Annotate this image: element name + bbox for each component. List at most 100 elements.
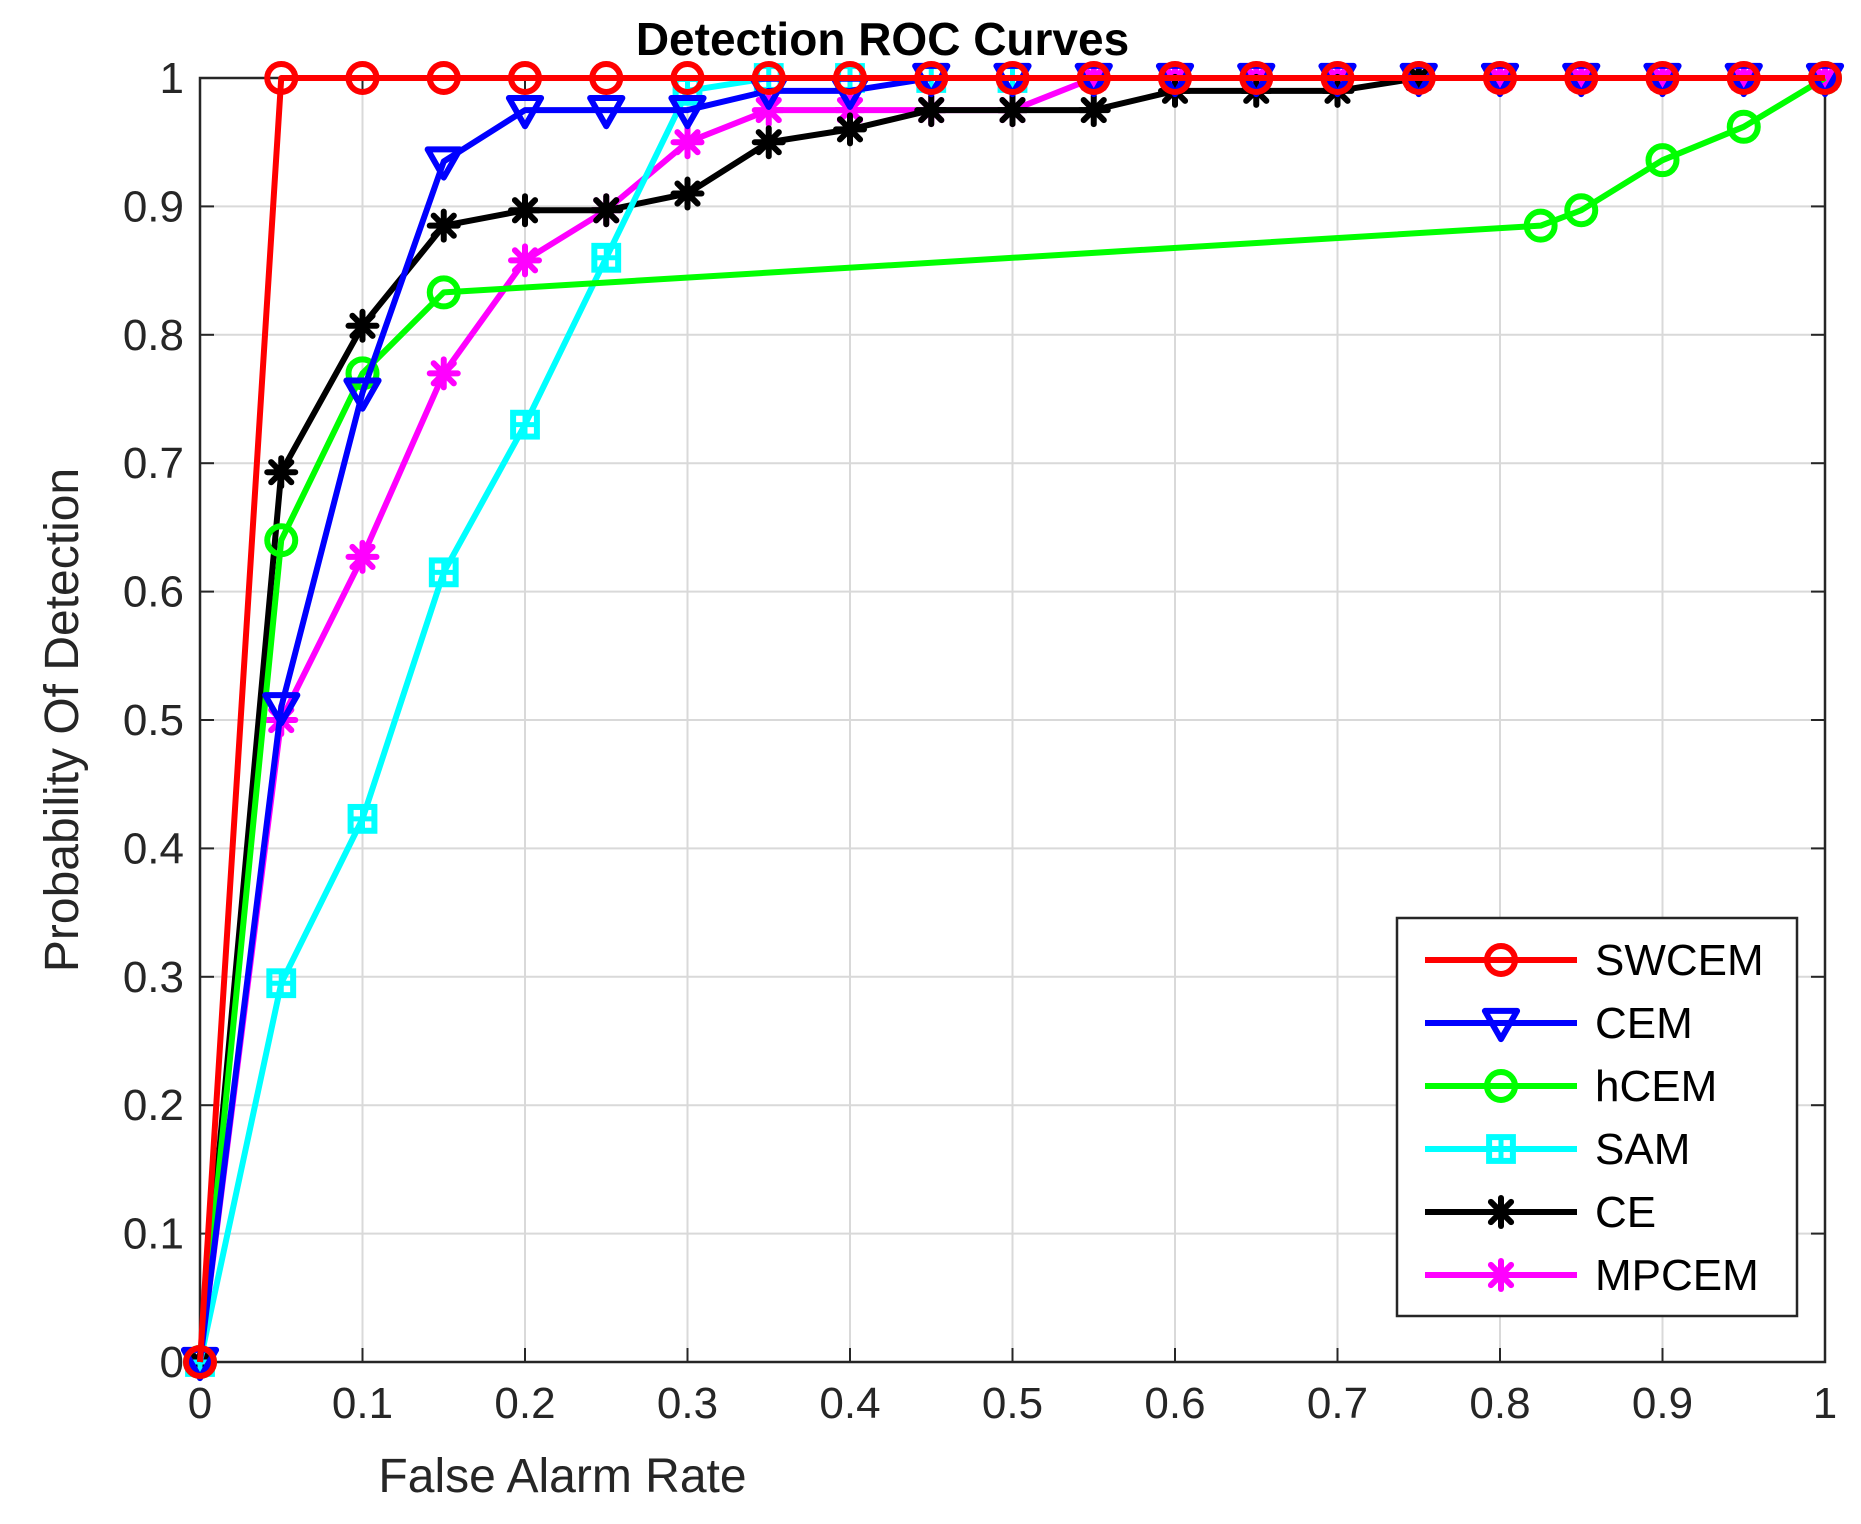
legend-marker-cem — [1481, 1007, 1521, 1043]
legend-item-cem: CEM — [1425, 999, 1693, 1048]
legend-marker-swcem-shape — [1484, 943, 1518, 977]
point-swcem-shape — [345, 61, 380, 95]
point-swcem-shape — [1808, 61, 1842, 95]
point-swcem-shape — [183, 1345, 217, 1379]
point-hcem — [1523, 208, 1558, 243]
point-ce-core — [842, 121, 858, 138]
y-tick-label: 1 — [160, 54, 184, 103]
point-swcem-shape — [1320, 61, 1355, 95]
point-mpcem-core — [517, 252, 533, 269]
legend-item-sam: SAM — [1425, 1125, 1690, 1174]
point-hcem-shape — [1564, 193, 1599, 228]
y-axis-title: Probability Of Detection — [36, 468, 89, 972]
legend-item-swcem: SWCEM — [1425, 936, 1764, 985]
point-swcem-shape — [670, 61, 705, 95]
point-ce-core — [517, 202, 533, 218]
point-sam — [591, 242, 622, 273]
legend-marker-mpcem — [1484, 1258, 1518, 1292]
point-ce-core — [436, 217, 452, 234]
x-tick-label: 0.9 — [1632, 1379, 1693, 1428]
series-line-hcem — [197, 75, 1827, 1363]
legend-item-ce: CE — [1425, 1188, 1656, 1237]
point-ce-core — [598, 202, 614, 218]
point-cem-shape — [668, 95, 707, 130]
point-mpcem — [426, 356, 461, 391]
point-sam — [347, 803, 378, 834]
point-swcem — [1401, 61, 1436, 95]
point-swcem-shape — [1158, 61, 1192, 95]
point-hcem — [1726, 109, 1761, 144]
point-ce-core — [273, 464, 289, 480]
point-hcem-shape — [1726, 109, 1761, 144]
legend-marker-hcem-shape — [1484, 1069, 1518, 1103]
x-tick-label: 0 — [188, 1379, 212, 1428]
point-swcem — [508, 61, 542, 95]
point-mpcem — [670, 125, 705, 160]
point-swcem — [589, 61, 624, 95]
point-cem — [424, 146, 463, 181]
point-cem — [262, 692, 301, 727]
y-tick-label: 0.2 — [123, 1081, 184, 1130]
legend-label-swcem: SWCEM — [1595, 936, 1764, 985]
point-cem-shape — [587, 95, 626, 130]
point-swcem — [1726, 61, 1761, 95]
legend-marker-mpcem-core — [1493, 1267, 1509, 1283]
point-swcem — [1320, 61, 1355, 95]
point-swcem-shape — [426, 61, 461, 95]
point-ce — [345, 308, 380, 343]
point-swcem-shape — [751, 61, 786, 95]
point-hcem-shape — [426, 275, 461, 310]
point-swcem-shape — [1239, 61, 1274, 95]
point-swcem-shape — [995, 61, 1030, 95]
x-tick-label: 1 — [1813, 1379, 1837, 1428]
y-tick-label: 0.7 — [123, 439, 184, 488]
point-ce-core — [761, 134, 777, 150]
point-ce-core — [679, 185, 696, 202]
point-ce — [833, 112, 867, 147]
point-swcem-shape — [264, 61, 299, 95]
legend-label-ce: CE — [1595, 1188, 1656, 1237]
point-ce — [508, 193, 542, 228]
legend-item-hcem: hCEM — [1425, 1062, 1717, 1111]
point-ce-core — [1086, 102, 1102, 118]
point-mpcem — [833, 93, 867, 128]
x-tick-label: 0.6 — [1144, 1379, 1205, 1428]
point-swcem — [264, 61, 299, 95]
point-ce — [264, 455, 299, 490]
point-swcem-shape — [1076, 61, 1111, 95]
point-mpcem-core — [842, 102, 858, 118]
series-swcem — [183, 61, 1842, 1379]
point-mpcem — [508, 243, 542, 278]
legend: SWCEM CEM hCEM SAM CE MPCEM — [1395, 916, 1799, 1318]
point-ce-core — [923, 102, 939, 118]
point-hcem — [1645, 143, 1680, 178]
point-ce — [670, 176, 705, 211]
point-cem-shape — [505, 95, 545, 130]
point-swcem — [751, 61, 786, 95]
point-swcem — [183, 1345, 217, 1379]
point-swcem — [833, 61, 867, 95]
legend-label-mpcem: MPCEM — [1595, 1251, 1759, 1300]
point-swcem-shape — [1726, 61, 1761, 95]
point-hcem-shape — [1523, 208, 1558, 243]
point-hcem-shape — [264, 523, 299, 558]
point-ce — [914, 93, 949, 128]
x-tick-label: 0.4 — [819, 1379, 880, 1428]
point-swcem — [1239, 61, 1274, 95]
point-mpcem-core — [761, 102, 777, 118]
legend-marker-sam — [1486, 1134, 1516, 1164]
point-sam — [510, 409, 540, 440]
series-line-swcem — [197, 75, 1825, 1363]
legend-marker-cem-shape — [1481, 1007, 1521, 1043]
legend-marker-ce-core — [1493, 1204, 1509, 1220]
point-swcem-shape — [833, 61, 867, 95]
point-swcem — [345, 61, 380, 95]
chart-title: Detection ROC Curves — [636, 13, 1129, 65]
point-ce — [426, 208, 461, 243]
point-swcem — [914, 61, 949, 95]
point-ce — [995, 93, 1030, 128]
y-tick-label: 0.5 — [123, 696, 184, 745]
legend-label-cem: CEM — [1595, 999, 1693, 1048]
point-ce — [589, 193, 624, 228]
